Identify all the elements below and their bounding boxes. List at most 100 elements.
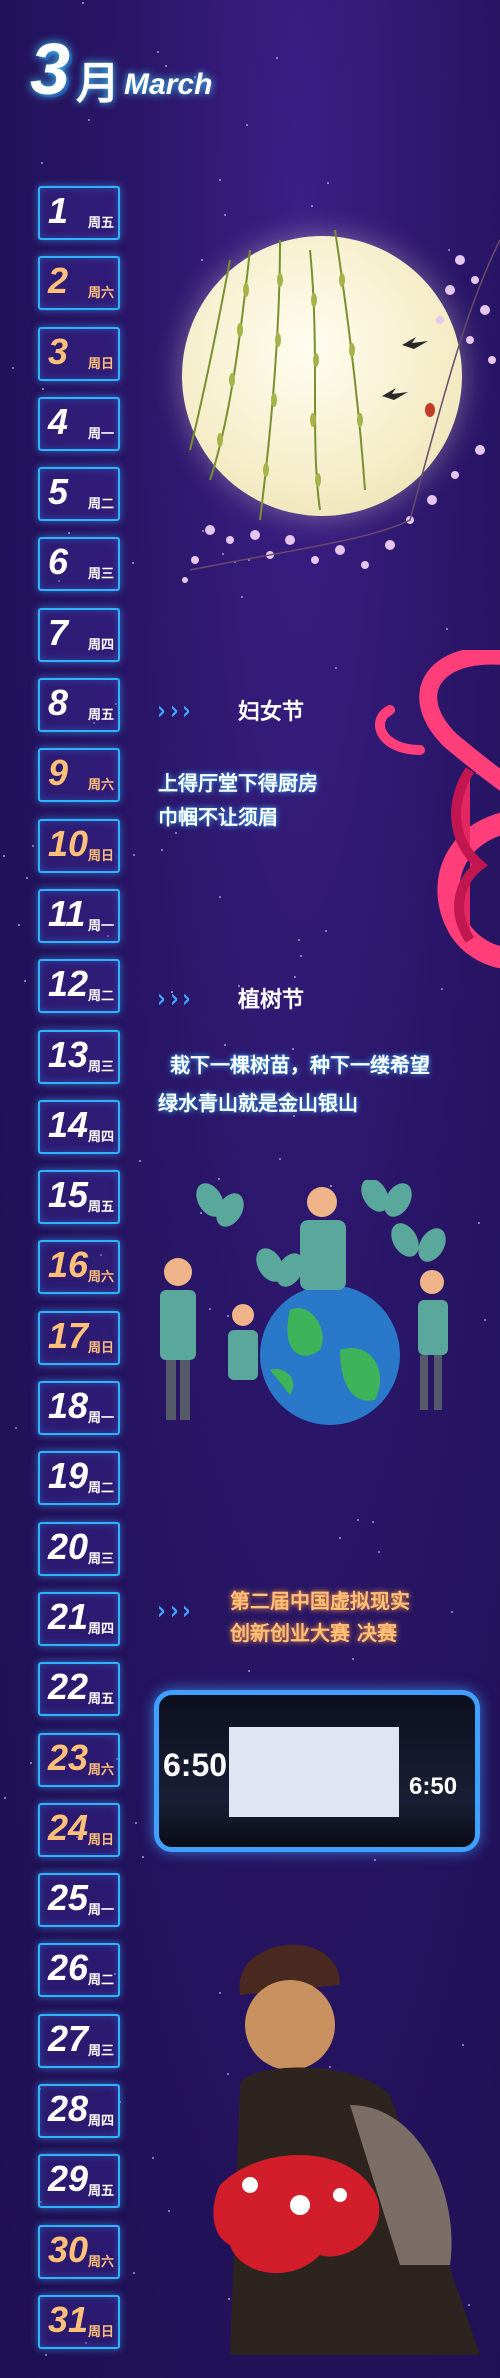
day-number: 7 <box>48 611 69 653</box>
star-dot <box>276 57 279 60</box>
star-dot <box>139 1160 142 1163</box>
day-item: 9 周六 <box>38 748 120 803</box>
contest-title-line2: 创新创业大赛 决赛 <box>230 1621 397 1645</box>
day-frame <box>38 1381 120 1436</box>
star-dot <box>17 924 20 927</box>
day-frame <box>38 1029 120 1084</box>
star-dot <box>14 1426 17 1429</box>
day-frame <box>38 2224 120 2279</box>
womens-day-title: 妇女节 <box>238 700 305 725</box>
womens-day-eight-icon <box>375 650 500 969</box>
weekday-label: 周四 <box>87 1621 114 1637</box>
weekday-label: 周一 <box>87 426 114 442</box>
womens-day-line2: 巾帼不让须眉 <box>158 805 278 829</box>
month-cn: 月 <box>76 58 121 109</box>
day-item: 13 周三 <box>38 1029 120 1084</box>
star-dot <box>141 1856 144 1859</box>
star-dot <box>293 976 296 979</box>
star-dot <box>247 1669 250 1672</box>
weekday-label: 周日 <box>87 2324 114 2340</box>
day-item: 7 周四 <box>38 607 120 662</box>
weekday-label: 周三 <box>87 2043 114 2059</box>
day-frame <box>38 2294 120 2349</box>
star-dot <box>446 628 449 631</box>
day-item: 14 周四 <box>38 1099 120 1154</box>
weekday-label: 周二 <box>87 1481 114 1497</box>
moon-illustration <box>182 236 462 516</box>
star-dot <box>310 205 313 208</box>
month-number: 3 <box>30 30 71 110</box>
day-frame <box>38 1170 120 1225</box>
day-frame <box>38 326 120 381</box>
arbor-day-line1: 栽下一棵树苗，种下一缕希望 <box>170 1053 430 1077</box>
day-item: 21 周四 <box>38 1591 120 1646</box>
star-dot <box>132 2272 135 2275</box>
day-frame <box>38 1451 120 1506</box>
star-dot <box>4 1796 7 1799</box>
weekday-label: 周五 <box>87 2184 114 2200</box>
day-frame <box>38 2154 120 2209</box>
day-item: 17 周日 <box>38 1310 120 1365</box>
day-frame <box>38 1662 120 1717</box>
day-number: 18 <box>48 1385 89 1427</box>
tree-planting-illustration <box>160 1180 448 1425</box>
weekday-label: 周二 <box>87 1973 114 1989</box>
day-number: 8 <box>48 682 69 724</box>
weekday-label: 周五 <box>87 1692 114 1708</box>
star-dot <box>300 954 303 957</box>
day-number: 10 <box>48 822 89 864</box>
day-number: 19 <box>48 1455 89 1497</box>
star-dot <box>161 849 164 852</box>
elder-papercut-illustration <box>213 1944 480 2355</box>
star-dot <box>87 118 90 121</box>
day-item: 19 周二 <box>38 1451 120 1506</box>
star-dot <box>339 1537 342 1540</box>
womens-day-line1: 上得厅堂下得厨房 <box>158 771 318 795</box>
star-dot <box>334 667 337 670</box>
day-number: 21 <box>48 1595 89 1637</box>
day-item: 27 周三 <box>38 2013 120 2068</box>
star-dot <box>134 1821 137 1824</box>
day-frame <box>38 607 120 662</box>
day-number: 6 <box>48 541 69 583</box>
contest-photo: 6:50 6:50 <box>154 1690 480 1852</box>
star-dot <box>133 853 136 856</box>
day-number: 14 <box>48 1103 89 1145</box>
day-number: 1 <box>48 190 69 231</box>
clock-right: 6:50 <box>409 1773 458 1800</box>
day-frame <box>38 748 120 803</box>
day-item: 31 周日 <box>38 2294 120 2349</box>
day-frame <box>38 1310 120 1365</box>
day-item: 28 周四 <box>38 2084 120 2139</box>
day-number: 22 <box>48 1666 89 1708</box>
day-frame <box>38 888 120 943</box>
star-dot <box>41 162 44 165</box>
day-frame <box>38 256 120 311</box>
day-list: 1 周五 2 周六 3 周日 4 周一 5 周二 6 周三 7 周四 8 周五 9 周六 10 周日 11 周一 12 周二 1… <box>38 186 120 2365</box>
chevron-arrows-icon: › › › <box>157 1596 192 1626</box>
day-number: 5 <box>48 471 69 513</box>
weekday-label: 周四 <box>87 1129 114 1145</box>
day-number: 24 <box>48 1806 89 1848</box>
weekday-label: 周三 <box>87 567 114 583</box>
day-item: 24 周日 <box>38 1802 120 1857</box>
day-number: 26 <box>48 1947 89 1989</box>
day-number: 13 <box>48 1033 89 1075</box>
weekday-label: 周一 <box>87 1903 114 1919</box>
day-number: 9 <box>48 752 69 794</box>
day-number: 31 <box>48 2298 89 2340</box>
star-dot <box>224 214 227 217</box>
arbor-day-title: 植树节 <box>238 988 305 1013</box>
day-item: 29 周五 <box>38 2154 120 2209</box>
day-item: 8 周五 <box>38 678 120 733</box>
day-item: 12 周二 <box>38 959 120 1014</box>
willow-blossom-illustration <box>182 229 500 583</box>
day-number: 3 <box>48 330 69 372</box>
star-dot <box>451 1610 454 1613</box>
day-item: 26 周二 <box>38 1943 120 1998</box>
day-frame <box>38 818 120 873</box>
day-number: 17 <box>48 1314 89 1356</box>
day-item: 20 周三 <box>38 1521 120 1576</box>
day-number: 30 <box>48 2228 89 2270</box>
star-dot <box>377 1551 380 1554</box>
